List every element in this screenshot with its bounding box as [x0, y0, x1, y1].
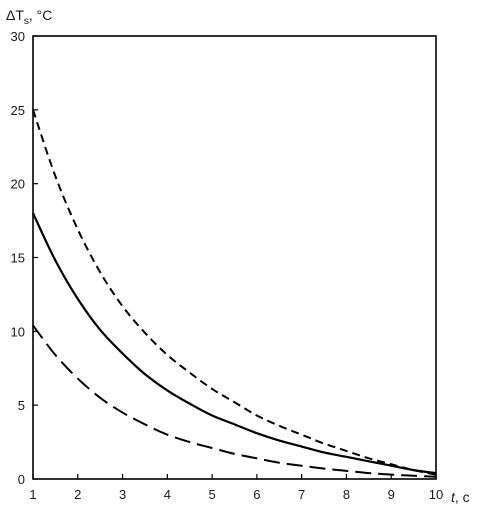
series-line-3	[32, 324, 437, 478]
y-axis-title-subscript: s	[24, 16, 29, 27]
x-tick-label: 5	[208, 487, 215, 502]
y-axis-title: ΔTs, °C	[6, 7, 52, 27]
x-axis-title-unit: , c	[455, 489, 470, 505]
y-tick-label: 10	[11, 324, 25, 339]
y-tick-label: 30	[11, 29, 25, 44]
x-tick-label: 1	[29, 487, 36, 502]
x-tick-label: 3	[119, 487, 126, 502]
plot-frame	[32, 35, 437, 480]
x-tick-label: 8	[343, 487, 350, 502]
x-tick-label: 7	[298, 487, 305, 502]
x-tick-label: 6	[253, 487, 260, 502]
y-tick-label: 5	[18, 398, 25, 413]
x-tick-label: 2	[74, 487, 81, 502]
y-tick-label: 0	[18, 472, 25, 487]
y-tick-label: 20	[11, 177, 25, 192]
plot-area: 1 2 3 4 5 6 7 8 9 10 0 5 10 15 20 25 30	[11, 29, 444, 502]
x-tick-label: 9	[388, 487, 395, 502]
x-axis-title: t, c	[451, 489, 470, 505]
y-axis-title-unit: , °C	[29, 7, 53, 23]
x-axis-title-main: t	[451, 489, 456, 505]
x-tick-label: 10	[429, 487, 443, 502]
y-tick-label: 25	[11, 103, 25, 118]
x-tick-label: 4	[164, 487, 171, 502]
y-tick-label: 15	[11, 251, 25, 266]
series-line-1	[32, 109, 437, 476]
series-line-2	[32, 212, 437, 475]
y-axis-title-main: ΔT	[6, 7, 24, 23]
